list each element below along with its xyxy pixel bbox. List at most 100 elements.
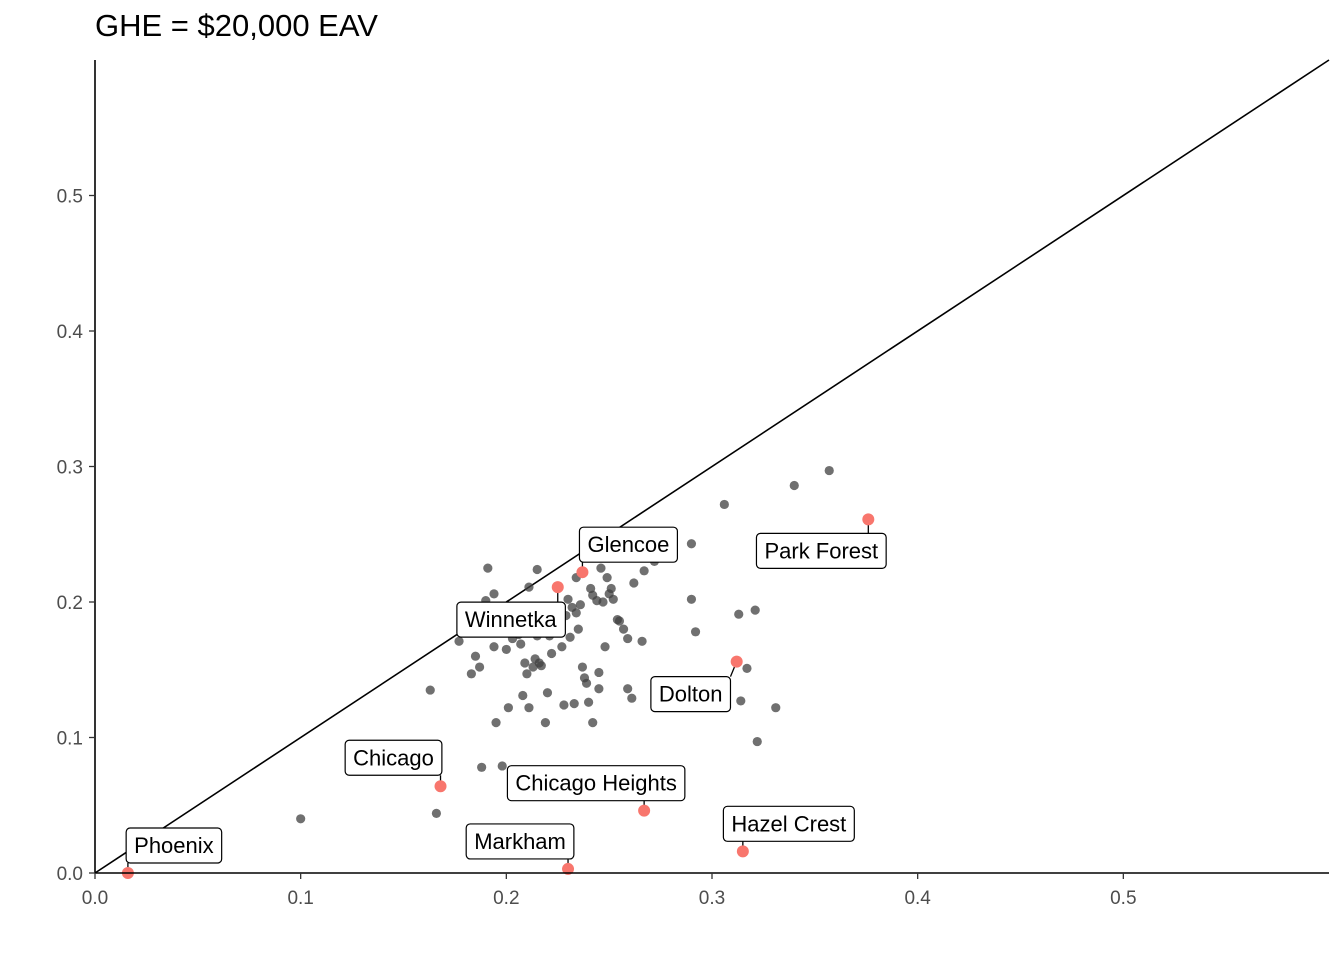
data-point	[824, 465, 834, 476]
highlighted-point-chicago-heights	[638, 804, 651, 817]
data-point	[454, 636, 464, 646]
data-point	[639, 566, 649, 576]
data-point	[518, 690, 528, 701]
data-point	[431, 808, 442, 818]
data-point	[752, 736, 762, 747]
callout-label-chicago: Chicago	[353, 745, 434, 770]
data-point	[573, 624, 583, 634]
callout-box-phoenix	[125, 827, 223, 864]
y-tick-label: 0.0	[57, 864, 83, 885]
data-point	[489, 589, 499, 599]
data-point	[559, 700, 569, 710]
data-point	[516, 639, 526, 649]
data-point	[520, 658, 530, 668]
data-point	[789, 480, 799, 491]
data-point	[532, 564, 542, 575]
data-point	[557, 642, 567, 652]
highlighted-points-group	[121, 513, 875, 879]
data-point	[629, 578, 639, 588]
x-tick-label: 0.5	[1110, 888, 1136, 909]
data-point	[569, 699, 579, 709]
callout-label-glencoe: Glencoe	[587, 532, 669, 557]
data-point	[503, 703, 513, 713]
data-point	[627, 693, 637, 703]
data-point	[575, 600, 585, 610]
y-tick-label: 0.1	[57, 729, 83, 750]
data-point	[425, 685, 435, 695]
data-point	[577, 662, 588, 672]
reference-line-y-equals-x	[94, 59, 1330, 874]
data-point	[618, 624, 629, 634]
highlighted-point-dolton	[730, 655, 743, 668]
data-point	[501, 644, 511, 655]
callout-box-chicago	[344, 739, 443, 776]
data-point	[606, 583, 616, 594]
data-point	[623, 633, 633, 644]
data-point	[600, 642, 610, 652]
data-point	[565, 632, 575, 642]
x-tick-label: 0.0	[82, 888, 108, 909]
data-point	[581, 678, 592, 688]
data-point	[474, 662, 485, 672]
data-point	[734, 609, 744, 619]
x-tick-label: 0.1	[287, 888, 313, 909]
data-point	[483, 563, 493, 573]
data-point	[594, 667, 604, 678]
data-point	[497, 761, 507, 771]
y-tick-label: 0.4	[57, 322, 84, 343]
y-tick-label: 0.2	[57, 593, 83, 614]
data-point	[466, 669, 476, 679]
x-tick-label: 0.2	[493, 888, 519, 909]
highlighted-point-hazel-crest	[736, 845, 749, 858]
data-point	[588, 717, 598, 728]
data-point	[563, 594, 573, 604]
data-point	[542, 688, 553, 698]
data-point	[470, 651, 481, 661]
data-point	[750, 605, 760, 615]
data-point	[296, 814, 306, 824]
data-point	[686, 594, 697, 604]
data-point	[524, 703, 534, 713]
reference-line-group	[94, 59, 1330, 874]
data-point	[536, 661, 546, 671]
callout-label-phoenix: Phoenix	[134, 833, 214, 858]
data-point	[571, 608, 581, 618]
chart-title: GHE = $20,000 EAV	[95, 8, 378, 43]
data-point	[596, 563, 606, 573]
highlighted-point-chicago	[434, 780, 447, 793]
data-point	[546, 648, 557, 659]
y-tick-label: 0.5	[57, 187, 83, 208]
data-point	[524, 582, 534, 592]
data-point	[594, 684, 604, 694]
data-point	[771, 703, 781, 713]
data-point	[637, 636, 647, 646]
x-tick-label: 0.4	[904, 888, 931, 909]
data-point	[491, 717, 501, 728]
data-point	[584, 697, 594, 707]
data-point	[614, 616, 625, 626]
callout-label-winnetka: Winnetka	[465, 607, 557, 632]
data-point	[686, 539, 697, 549]
highlighted-point-winnetka	[551, 581, 564, 594]
data-point	[602, 573, 612, 583]
axes-group: 0.0 0.1 0.2 0.3 0.4 0.5 0.0 0.1 0.2 0.3 0.4 0.5	[57, 60, 1329, 909]
callout-label-dolton: Dolton	[659, 682, 723, 707]
data-point	[477, 762, 487, 772]
callout-box-glencoe	[578, 526, 679, 563]
data-point	[736, 696, 746, 706]
callout-box-hazel-crest	[722, 805, 855, 842]
x-tick-label: 0.3	[699, 888, 725, 909]
callouts-group: Glencoe Park Forest Winnetka Dolton Chicago C…	[125, 526, 887, 864]
data-point	[598, 597, 608, 607]
data-point	[742, 663, 752, 673]
callout-box-markham	[465, 823, 575, 860]
data-point	[522, 669, 532, 679]
data-point	[623, 684, 633, 694]
data-point	[540, 717, 551, 728]
callout-label-chicago-heights: Chicago Heights	[515, 771, 676, 796]
callout-box-chicago-heights	[506, 765, 686, 802]
callout-box-winnetka	[456, 601, 566, 638]
data-point	[489, 642, 499, 652]
callout-box-park-forest	[755, 532, 887, 569]
